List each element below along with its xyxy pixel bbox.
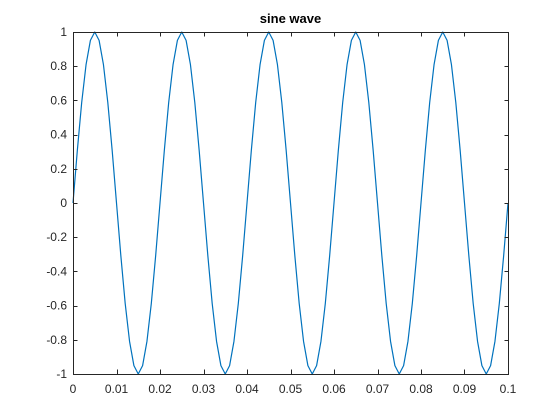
x-tick-label: 0.03: [192, 382, 216, 396]
y-tick-label: 0: [60, 196, 67, 210]
y-tick-label: -0.6: [46, 299, 67, 313]
y-tick-label: 1: [60, 25, 67, 39]
x-tick-label: 0.07: [366, 382, 390, 396]
x-axis-ticks: 0 0.01 0.02 0.03 0.04 0.05 0.06 0.07 0.08 0.09 0.1: [70, 32, 517, 396]
y-axis-ticks: -1 -0.8 -0.6 -0.4 -0.2 0 0.2 0.4 0.6 0.8 1: [46, 25, 509, 381]
x-tick-label: 0.05: [279, 382, 303, 396]
x-tick-label: 0: [70, 382, 77, 396]
x-tick-label: 0.02: [148, 382, 172, 396]
x-tick-label: 0.06: [322, 382, 346, 396]
chart-title: sine wave: [260, 11, 321, 26]
y-tick-label: 0.6: [50, 93, 67, 107]
x-tick-label: 0.09: [453, 382, 477, 396]
y-tick-label: -0.8: [46, 333, 67, 347]
y-tick-label: 0.2: [50, 162, 67, 176]
y-tick-label: -1: [56, 367, 67, 381]
series-line-0: [72, 31, 509, 375]
series-layer: [72, 31, 509, 375]
y-tick-label: -0.2: [46, 230, 67, 244]
y-tick-label: 0.8: [50, 59, 67, 73]
x-tick-label: 0.1: [500, 382, 517, 396]
y-tick-label: 0.4: [50, 128, 67, 142]
x-tick-label: 0.08: [409, 382, 433, 396]
x-tick-label: 0.01: [105, 382, 129, 396]
x-tick-label: 0.04: [235, 382, 259, 396]
y-tick-label: -0.4: [46, 264, 67, 278]
